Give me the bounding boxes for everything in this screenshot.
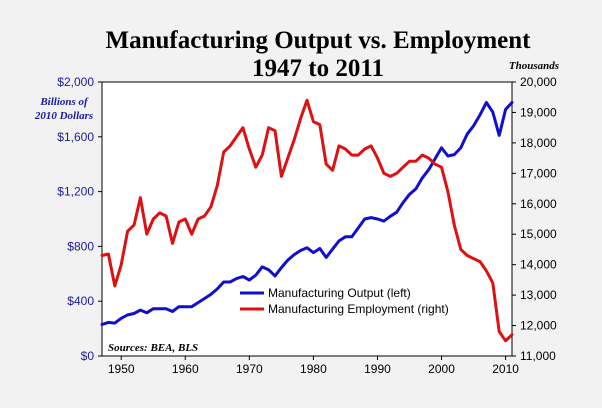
right-tick-label: 18,000: [520, 136, 557, 150]
right-tick-label: 13,000: [520, 288, 557, 302]
right-tick-label: 14,000: [520, 258, 557, 272]
x-tick-label: 1950: [108, 362, 135, 376]
left-tick-label: $1,200: [57, 185, 94, 199]
legend-label-employment: Manufacturing Employment (right): [268, 302, 449, 316]
left-tick-label: $1,600: [57, 130, 94, 144]
left-tick-label: $2,000: [57, 75, 94, 89]
right-axis-label: Thousands: [509, 60, 559, 72]
axis-ticks: $0 $400 $800 $1,200 $1,600 $2,000 11,000 12,000…: [57, 75, 557, 376]
right-tick-label: 12,000: [520, 319, 557, 333]
series-line-employment: [100, 98, 514, 343]
x-tick-label: 1970: [236, 362, 263, 376]
x-tick-label: 2000: [428, 362, 455, 376]
source-note: Sources: BEA, BLS: [108, 342, 198, 354]
right-tick-label: 16,000: [520, 197, 557, 211]
left-tick-label: $800: [67, 239, 94, 253]
left-tick-label: $0: [81, 349, 95, 363]
series-lines: [100, 98, 514, 343]
x-tick-label: 1990: [364, 362, 391, 376]
right-tick-label: 19,000: [520, 105, 557, 119]
chart-title-line1: Manufacturing Output vs. Employment: [105, 27, 531, 54]
right-tick-label: 11,000: [520, 349, 556, 363]
chart-title-line2: 1947 to 2011: [252, 55, 384, 82]
right-tick-label: 15,000: [520, 227, 557, 241]
x-tick-label: 2010: [492, 362, 519, 376]
left-tick-label: $400: [67, 294, 94, 308]
legend: Manufacturing Output (left) Manufacturin…: [240, 286, 449, 316]
right-tick-label: 20,000: [520, 75, 557, 89]
series-line-output: [100, 101, 514, 326]
left-axis-label-line2: 2010 Dollars: [34, 110, 93, 122]
right-tick-label: 17,000: [520, 166, 557, 180]
left-axis-label-line1: Billions of: [39, 96, 89, 108]
legend-label-output: Manufacturing Output (left): [268, 286, 411, 300]
x-tick-label: 1980: [300, 362, 327, 376]
x-tick-label: 1960: [172, 362, 199, 376]
